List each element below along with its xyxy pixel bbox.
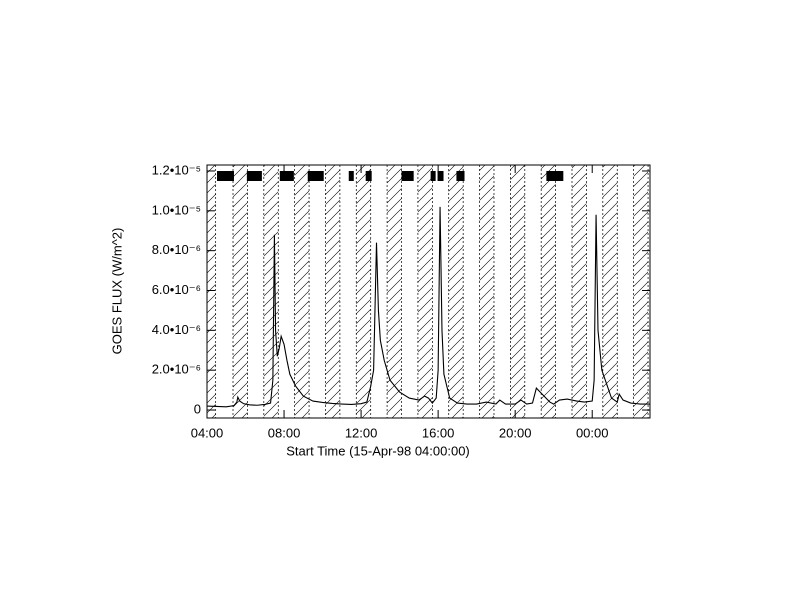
- event-bar: [217, 171, 234, 181]
- hatched-interval: [571, 165, 587, 418]
- event-bar: [437, 171, 444, 181]
- hatched-interval: [510, 165, 525, 418]
- hatched-interval: [356, 165, 371, 418]
- x-tick-label: 20:00: [499, 425, 532, 440]
- event-bar: [307, 171, 324, 181]
- hatched-interval: [325, 165, 340, 418]
- event-bar: [456, 171, 465, 181]
- y-axis-label: GOES FLUX (W/m^2): [109, 228, 124, 355]
- hatched-interval: [294, 165, 310, 418]
- y-tick-label: 8.0•10⁻⁶: [152, 242, 201, 257]
- x-tick-label: 00:00: [576, 425, 609, 440]
- hatched-interval: [387, 165, 402, 418]
- hatched-interval: [541, 165, 556, 418]
- y-tick-label: 1.0•10⁻⁵: [152, 202, 201, 217]
- event-bar: [365, 171, 372, 181]
- y-tick-label: 6.0•10⁻⁶: [152, 282, 201, 297]
- x-tick-label: 12:00: [345, 425, 378, 440]
- y-tick-label: 0: [194, 401, 201, 416]
- x-axis-label: Start Time (15-Apr-98 04:00:00): [286, 443, 470, 458]
- hatched-interval: [633, 165, 649, 418]
- y-tick-label: 4.0•10⁻⁶: [152, 322, 201, 337]
- plot-frame: [206, 164, 651, 419]
- y-tick-label: 1.2•10⁻⁵: [152, 162, 201, 177]
- hatched-interval: [479, 165, 494, 418]
- event-bar: [348, 171, 354, 181]
- flux-line: [206, 206, 650, 408]
- hatched-interval: [207, 165, 216, 418]
- x-tick-label: 08:00: [268, 425, 301, 440]
- event-bar: [279, 171, 294, 181]
- hatched-interval: [602, 165, 618, 418]
- y-tick-label: 2.0•10⁻⁶: [152, 362, 201, 377]
- x-tick-label: 04:00: [191, 425, 224, 440]
- x-tick-label: 16:00: [422, 425, 455, 440]
- event-bar: [430, 171, 436, 181]
- hatched-interval: [263, 165, 279, 418]
- hatched-interval: [417, 165, 433, 418]
- hatched-interval: [233, 165, 248, 418]
- event-bar: [546, 171, 564, 181]
- event-bar: [246, 171, 262, 181]
- hatched-interval: [448, 165, 464, 418]
- event-bar: [401, 171, 414, 181]
